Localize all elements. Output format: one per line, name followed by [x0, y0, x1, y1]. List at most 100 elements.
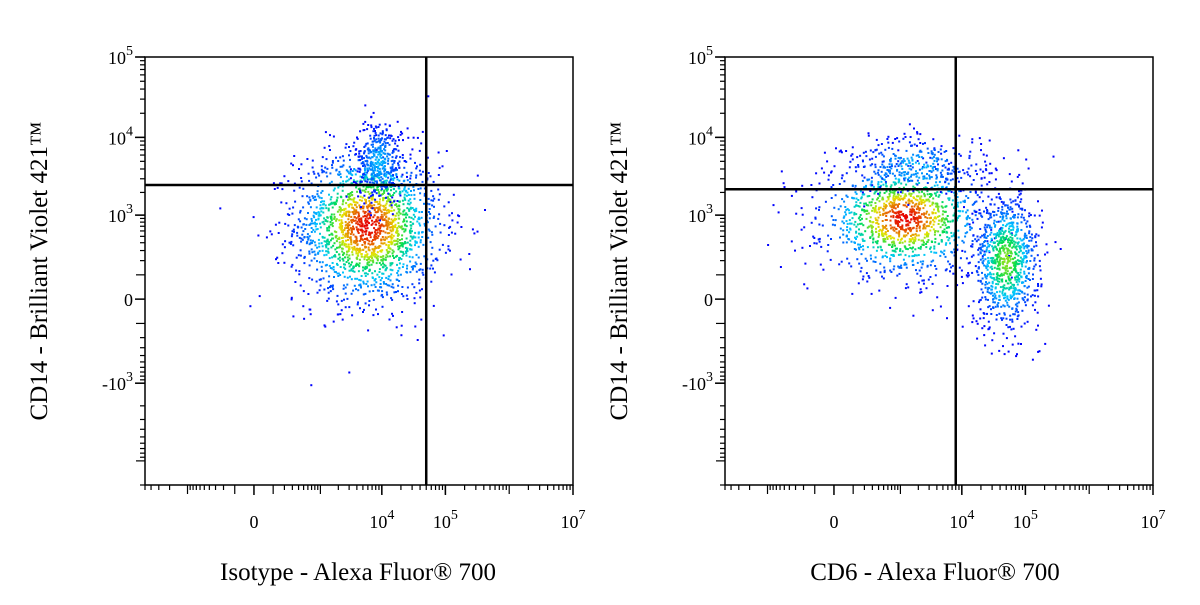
left-event-dot	[338, 238, 341, 240]
right-event-dot	[923, 241, 925, 244]
left-event-dot	[415, 263, 418, 266]
right-event-dot	[936, 191, 939, 194]
right-event-dot	[1014, 286, 1017, 289]
right-event-dot	[993, 237, 996, 240]
right-event-dot	[920, 291, 923, 294]
left-event-dot	[362, 162, 365, 165]
left-event-dot	[343, 298, 345, 301]
left-event-dot	[407, 199, 410, 202]
left-event-dot	[413, 286, 416, 289]
left-event-dot	[292, 206, 295, 209]
right-event-dot	[988, 273, 991, 276]
left-event-dot	[366, 256, 369, 259]
left-event-dot	[415, 291, 418, 294]
left-event-dot	[392, 174, 395, 176]
right-event-dot	[922, 282, 925, 285]
left-event-dot	[389, 241, 392, 244]
left-event-dot	[314, 222, 317, 225]
left-event-dot	[277, 262, 280, 264]
left-event-dot	[349, 237, 352, 240]
left-event-dot	[376, 231, 379, 234]
left-event-dot	[389, 166, 392, 169]
left-event-dot	[339, 156, 342, 159]
right-event-dot	[890, 227, 892, 230]
left-event-dot	[358, 150, 361, 153]
left-event-dot	[373, 136, 375, 139]
left-event-dot	[309, 239, 312, 242]
left-event-dot	[381, 305, 384, 308]
right-event-dot	[1003, 251, 1006, 254]
left-event-dot	[372, 143, 374, 146]
left-event-dot	[361, 231, 364, 234]
right-event-dot	[879, 206, 882, 209]
right-event-dot	[1011, 283, 1014, 286]
right-event-dot	[859, 214, 862, 216]
right-event-dot	[1020, 221, 1023, 224]
right-event-dot	[943, 164, 946, 167]
right-event-dot	[920, 203, 923, 205]
right-event-dot	[1000, 211, 1003, 214]
left-event-dot	[452, 193, 455, 196]
right-event-dot	[940, 250, 942, 253]
right-event-dot	[894, 203, 897, 206]
left-event-dot	[403, 188, 406, 191]
left-event-dot	[309, 313, 312, 316]
right-event-dot	[961, 249, 964, 252]
left-event-dot	[402, 139, 404, 142]
left-event-dot	[415, 253, 418, 256]
left-event-dot	[362, 282, 365, 285]
right-event-dot	[900, 264, 903, 267]
right-event-dot	[883, 212, 886, 215]
left-event-dot	[371, 272, 374, 275]
right-event-dot	[903, 229, 906, 232]
right-event-dot	[889, 257, 892, 260]
left-event-dot	[329, 198, 332, 201]
right-event-dot	[973, 202, 975, 205]
left-event-dot	[406, 271, 409, 274]
right-event-dot	[897, 216, 900, 219]
right-event-dot	[934, 231, 936, 234]
left-event-dot	[357, 232, 360, 234]
right-event-dot	[889, 210, 892, 213]
left-event-dot	[348, 257, 351, 260]
right-event-dot	[872, 207, 875, 209]
left-event-dot	[338, 241, 341, 244]
right-event-dot	[956, 217, 959, 219]
right-event-dot	[1020, 189, 1023, 192]
right-event-dot	[1011, 295, 1014, 298]
left-event-dot	[352, 227, 355, 230]
right-event-dot	[913, 238, 916, 241]
right-event-dot	[987, 328, 990, 331]
left-event-dot	[364, 174, 367, 177]
left-event-dot	[389, 201, 392, 203]
right-event-dot	[861, 174, 864, 177]
left-event-dot	[339, 313, 342, 316]
left-event-dot	[423, 202, 425, 205]
left-event-dot	[388, 318, 391, 321]
right-event-dot	[930, 260, 933, 263]
left-event-dot	[351, 221, 353, 224]
right-event-dot	[987, 298, 989, 301]
right-event-dot	[1002, 241, 1005, 243]
right-event-dot	[1002, 237, 1005, 239]
right-event-dot	[911, 201, 914, 204]
right-event-dot	[827, 178, 830, 181]
left-event-dot	[382, 143, 385, 145]
left-event-dot	[433, 197, 436, 200]
left-event-dot	[348, 215, 350, 218]
right-event-dot	[895, 231, 898, 234]
left-event-dot	[390, 171, 393, 174]
left-event-dot	[397, 274, 400, 277]
right-event-dot	[795, 212, 798, 215]
right-event-dot	[1004, 204, 1007, 207]
right-event-dot	[957, 215, 960, 218]
right-event-dot	[934, 241, 937, 244]
left-event-dot	[346, 256, 349, 259]
left-event-dot	[428, 208, 431, 210]
right-event-dot	[1037, 285, 1040, 287]
left-event-dot	[327, 280, 330, 283]
right-event-dot	[946, 285, 949, 287]
left-event-dot	[283, 175, 286, 178]
left-event-dot	[370, 186, 373, 189]
